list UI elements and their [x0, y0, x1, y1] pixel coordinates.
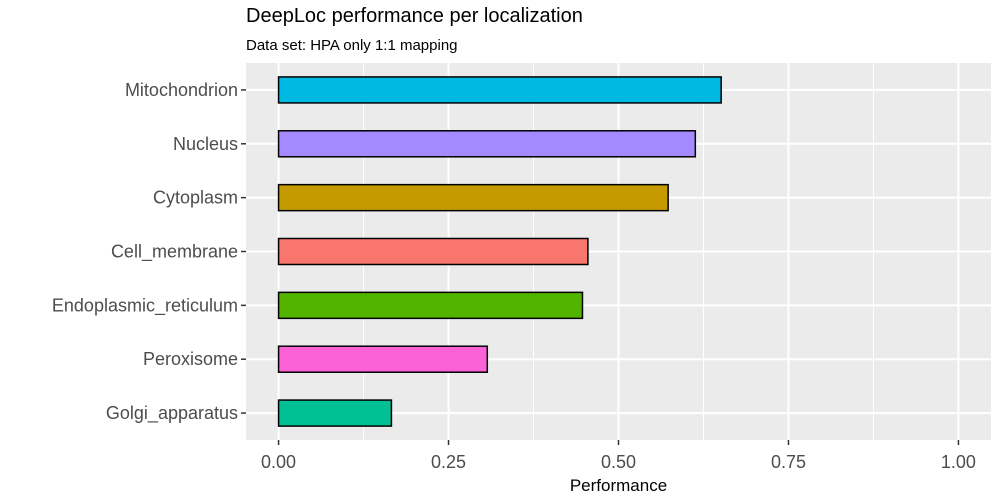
y-axis: Mitochondrion Nucleus Cytoplasm Cell_membra…	[52, 80, 246, 424]
x-axis: 0.00 0.25 0.50 0.75 1.00	[261, 440, 976, 472]
x-tick-label: 0.00	[261, 452, 296, 472]
bar-endoplasmic-reticulum	[277, 291, 584, 320]
bar-peroxisome	[277, 345, 489, 373]
y-tick-label: Golgi_apparatus	[106, 403, 238, 424]
x-tick-label: 0.50	[601, 452, 636, 472]
x-tick-label: 0.25	[431, 452, 466, 472]
y-tick-label: Peroxisome	[143, 349, 238, 369]
y-tick-label: Mitochondrion	[125, 80, 238, 100]
chart-title: DeepLoc performance per localization	[246, 5, 583, 27]
y-tick-label: Nucleus	[173, 134, 238, 154]
bar-mitochondrion	[277, 76, 722, 104]
bars	[277, 76, 722, 427]
x-axis-title: Performance	[570, 476, 667, 495]
y-tick-label: Cytoplasm	[153, 188, 238, 208]
x-tick-label: 0.75	[771, 452, 806, 472]
x-tick-label: 1.00	[941, 452, 976, 472]
y-tick-label: Cell_membrane	[111, 242, 238, 263]
bar-cytoplasm	[277, 183, 669, 212]
chart-subtitle: Data set: HPA only 1:1 mapping	[246, 37, 458, 54]
bar-nucleus	[277, 130, 697, 158]
bar-cell-membrane	[277, 237, 589, 266]
bar-golgi-apparatus	[277, 399, 393, 427]
y-tick-label: Endoplasmic_reticulum	[52, 295, 238, 316]
